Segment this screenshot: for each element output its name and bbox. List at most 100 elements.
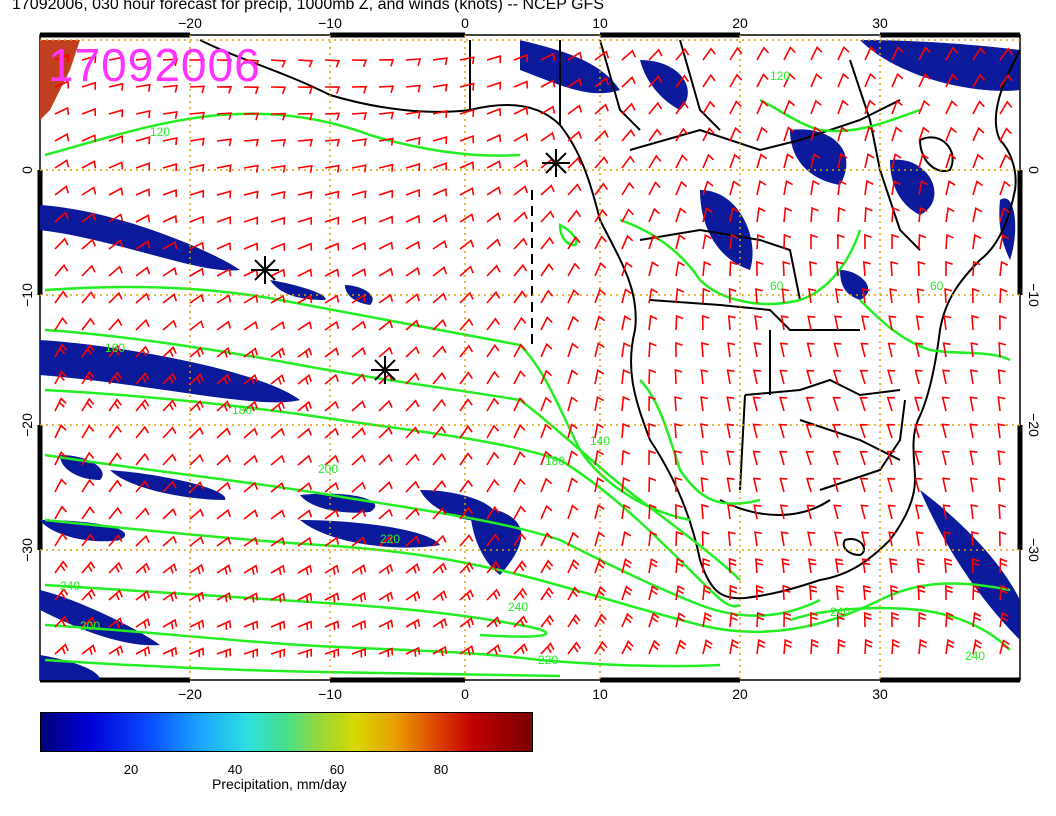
wind-barb [378, 163, 394, 172]
wind-barb [459, 344, 474, 358]
wind-barb [270, 164, 286, 173]
wind-barb [351, 85, 368, 94]
wind-barb [189, 85, 206, 94]
wind-barb [189, 481, 204, 493]
wind-barb [567, 130, 583, 142]
wind-barb [567, 423, 578, 439]
wind-barb [727, 504, 736, 520]
wind-barb [162, 590, 178, 602]
wind-barb [432, 345, 447, 358]
wind-barb [351, 481, 366, 493]
wind-barb [540, 184, 555, 196]
wind-barb [783, 638, 793, 655]
wind-barb [270, 564, 286, 576]
wind-barb [162, 426, 177, 439]
wind-barb [486, 560, 501, 574]
wind-barb [756, 46, 770, 61]
wind-barb [243, 138, 259, 147]
wind-barb [675, 639, 687, 655]
wind-barb [270, 112, 287, 121]
wind-barb [486, 81, 502, 90]
wind-barb [567, 586, 580, 601]
wind-barb [243, 509, 259, 520]
wind-barb [324, 242, 340, 251]
wind-barb [351, 591, 367, 603]
wind-barb [864, 179, 874, 196]
wind-barb [513, 370, 526, 385]
wind-barb [81, 451, 95, 466]
wind-barb [459, 617, 475, 628]
wind-barb [324, 620, 340, 631]
wind-barb [432, 507, 447, 520]
wind-barb [594, 369, 605, 385]
wind-barb [378, 619, 394, 630]
wind-barb [914, 342, 924, 358]
wind-barb [189, 453, 204, 466]
wind-barb [459, 318, 474, 331]
wind-barb [432, 213, 448, 223]
wind-barb [297, 509, 313, 520]
wind-barb [887, 477, 896, 493]
wind-barb [675, 101, 689, 115]
wind-barb [835, 260, 844, 277]
wind-barb [108, 187, 124, 196]
wind-barb [324, 373, 340, 385]
wind-barb [54, 211, 69, 223]
wind-barb [756, 73, 769, 88]
wind-barb [756, 611, 765, 628]
wind-barb [808, 288, 817, 304]
wind-barb [459, 108, 475, 117]
wind-barb [621, 422, 630, 439]
right-lat-labels: 0 −10 −20 −30 [1026, 166, 1042, 562]
wind-barb [998, 503, 1007, 520]
wind-barb [805, 423, 814, 439]
wind-barb [324, 216, 340, 225]
contour-label: 160 [105, 341, 125, 355]
wind-barb [540, 210, 555, 223]
wind-barb [243, 190, 259, 199]
wind-barb [674, 368, 683, 385]
wind-barb [486, 264, 501, 277]
wind-barb [81, 424, 95, 439]
wind-barb [513, 185, 529, 196]
wind-barb [861, 558, 871, 574]
wind-barb [486, 186, 502, 196]
wind-barb [999, 100, 1013, 115]
wind-barb [189, 399, 204, 412]
wind-barb [216, 536, 232, 547]
wind-barb [297, 86, 314, 95]
wind-barb [270, 190, 286, 199]
wind-barb [890, 260, 899, 277]
wind-barb [754, 558, 764, 574]
wind-barb [486, 133, 502, 143]
lon-tick-label: 20 [732, 686, 748, 700]
wind-barb [837, 206, 846, 223]
wind-barb [997, 369, 1006, 385]
wind-barb [270, 242, 286, 251]
wind-barb [54, 53, 70, 63]
wind-barb [486, 370, 500, 385]
wind-barb [918, 72, 931, 88]
wind-barb [81, 134, 97, 143]
wind-barb [859, 423, 868, 439]
wind-barb [297, 216, 313, 225]
wind-barb [621, 234, 634, 250]
wind-barb [914, 477, 923, 493]
wind-barb [324, 347, 340, 358]
wind-barb [297, 138, 313, 147]
wind-barb [54, 397, 67, 412]
wind-barb [459, 479, 473, 493]
wind-barb [189, 426, 204, 439]
wind-barb [351, 294, 367, 304]
wind-barb [888, 315, 897, 331]
wind-barb [297, 536, 313, 547]
wind-barb [621, 449, 631, 466]
colorbar-tick: 40 [227, 762, 243, 777]
wind-barb [459, 265, 474, 277]
wind-barb [891, 126, 903, 142]
wind-barb [621, 155, 635, 169]
wind-barb [297, 454, 313, 466]
wind-barb [889, 288, 898, 304]
wind-barb [972, 126, 985, 142]
contour-label: 240 [60, 579, 80, 593]
